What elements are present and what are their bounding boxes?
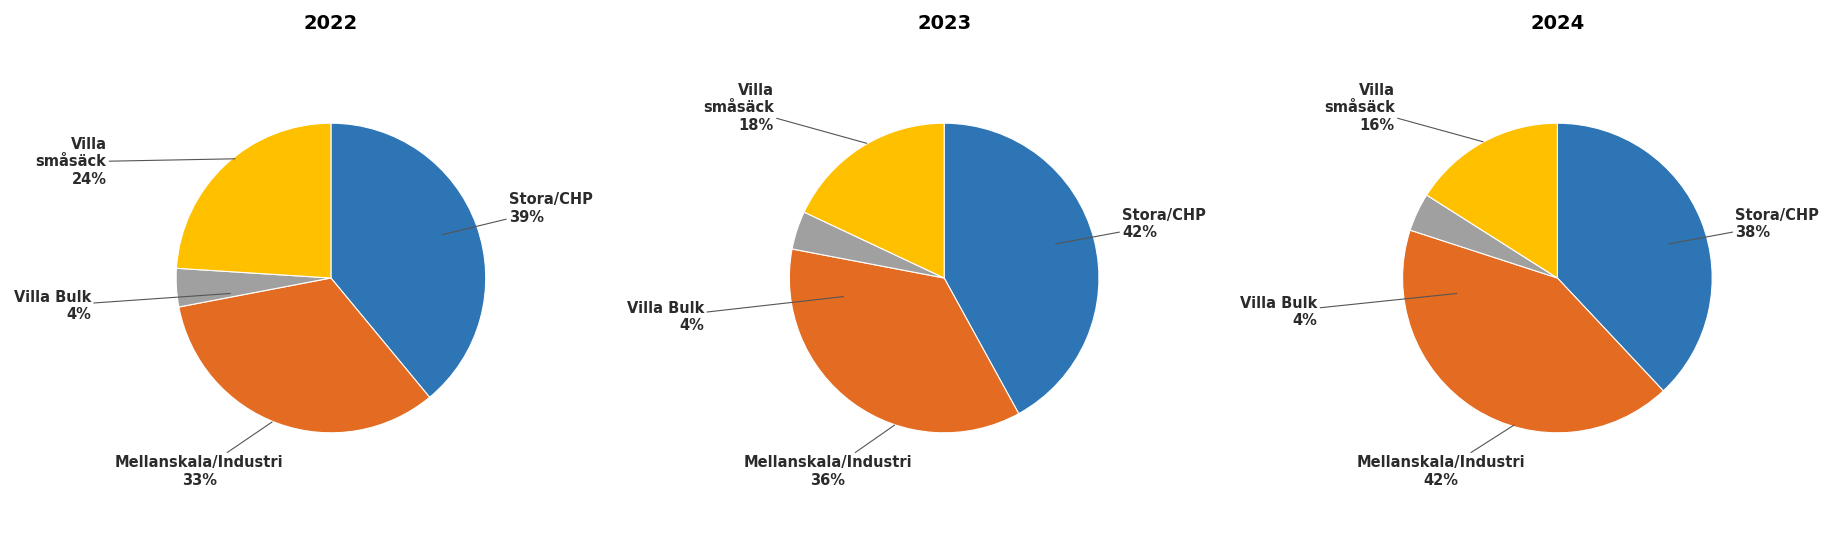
Wedge shape — [176, 123, 331, 278]
Wedge shape — [1427, 123, 1558, 278]
Text: Villa
småsäck
16%: Villa småsäck 16% — [1323, 83, 1484, 142]
Text: Mellanskala/Industri
42%: Mellanskala/Industri 42% — [1356, 425, 1526, 488]
Wedge shape — [804, 123, 944, 278]
Text: Stora/CHP
38%: Stora/CHP 38% — [1669, 207, 1818, 244]
Wedge shape — [789, 249, 1018, 433]
Wedge shape — [331, 123, 486, 398]
Wedge shape — [793, 212, 944, 278]
Wedge shape — [1403, 230, 1663, 433]
Text: Mellanskala/Industri
33%: Mellanskala/Industri 33% — [115, 422, 283, 488]
Text: Villa Bulk
4%: Villa Bulk 4% — [1240, 294, 1456, 328]
Wedge shape — [179, 278, 429, 433]
Text: Mellanskala/Industri
36%: Mellanskala/Industri 36% — [743, 425, 913, 488]
Wedge shape — [1410, 195, 1558, 278]
Wedge shape — [944, 123, 1100, 414]
Text: Stora/CHP
42%: Stora/CHP 42% — [1055, 207, 1207, 244]
Title: 2023: 2023 — [917, 14, 972, 33]
Text: Stora/CHP
39%: Stora/CHP 39% — [442, 192, 593, 235]
Wedge shape — [1558, 123, 1713, 391]
Text: Villa Bulk
4%: Villa Bulk 4% — [626, 296, 843, 333]
Text: Villa
småsäck
24%: Villa småsäck 24% — [35, 137, 235, 187]
Title: 2022: 2022 — [303, 14, 359, 33]
Wedge shape — [176, 269, 331, 307]
Text: Villa Bulk
4%: Villa Bulk 4% — [13, 290, 231, 322]
Title: 2024: 2024 — [1530, 14, 1584, 33]
Text: Villa
småsäck
18%: Villa småsäck 18% — [702, 83, 867, 143]
